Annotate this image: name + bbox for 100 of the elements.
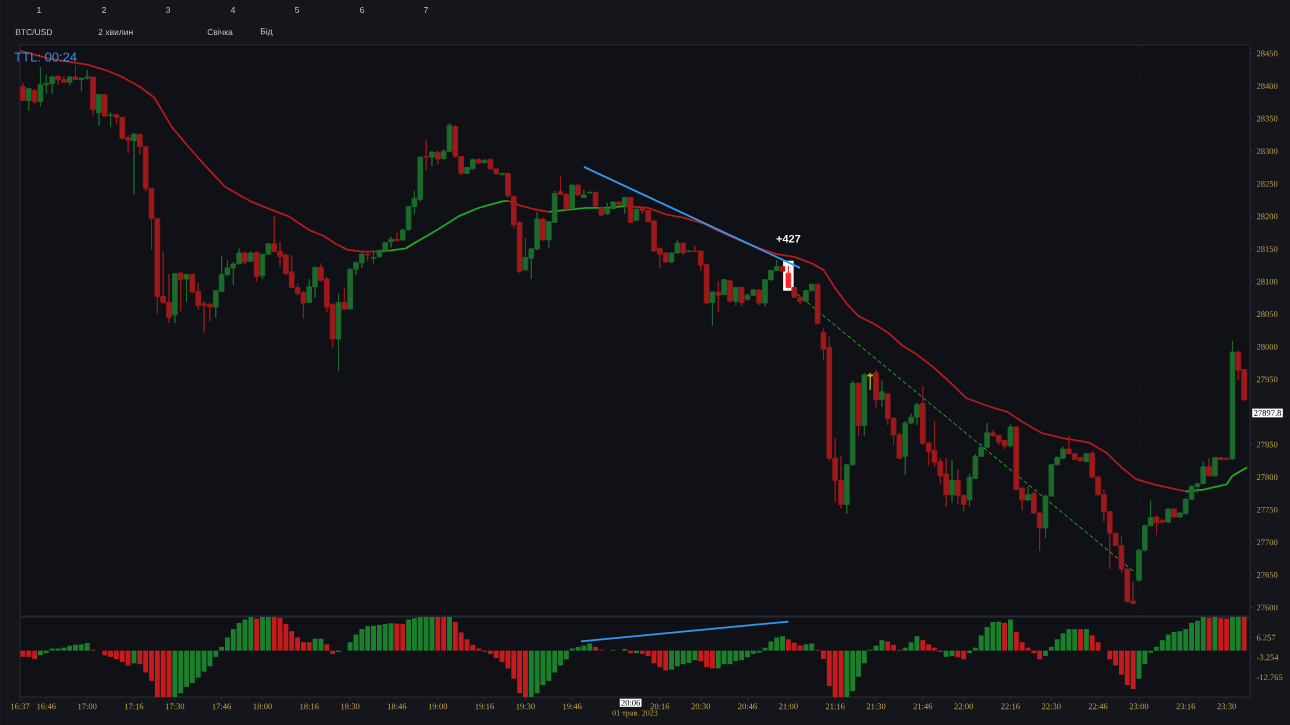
bar <box>254 618 260 651</box>
bar <box>1078 629 1083 651</box>
candlestick <box>429 150 435 167</box>
candlestick <box>248 251 254 263</box>
text: 6 <box>360 6 365 13</box>
x-tick-label: 20:30 <box>691 703 711 710</box>
candlestick <box>616 200 622 206</box>
y-tick-label: 6.257 <box>1256 634 1276 641</box>
candlestick <box>20 82 26 102</box>
x-tick-label: 22:46 <box>1088 703 1108 710</box>
y-tick-label: 28100 <box>1256 278 1278 285</box>
text: Бід <box>260 28 273 36</box>
candlestick <box>423 139 429 171</box>
y-tick-label: 28050 <box>1256 311 1278 318</box>
line-series <box>507 199 550 213</box>
candlestick <box>879 380 885 408</box>
candlestick <box>66 75 73 86</box>
candlestick <box>575 184 581 197</box>
candlestick <box>569 184 575 210</box>
candlestick <box>855 382 862 437</box>
x-tick-label: 21:00 <box>779 703 798 710</box>
annotation: TTL: 00:24 <box>14 52 77 62</box>
candlestick <box>540 217 546 241</box>
text: Свічка <box>207 28 233 36</box>
x-tick-label: 23:30 <box>1217 703 1236 710</box>
x-tick-label: 18:16 <box>300 703 319 710</box>
y-tick-label: 27800 <box>1256 474 1278 481</box>
candlestick <box>949 459 955 504</box>
y-tick-label: 28450 <box>1256 50 1278 57</box>
text: 2 хвилин <box>98 28 133 35</box>
candlestick <box>861 372 868 437</box>
x-tick-label: 17:30 <box>165 703 185 710</box>
y-tick-label: 27950 <box>1256 376 1278 383</box>
text: 7 <box>424 7 428 13</box>
candlestick <box>253 251 260 283</box>
candlestick <box>242 251 248 265</box>
candlestick <box>733 286 739 306</box>
candlestick <box>1025 485 1031 502</box>
x-tick-label: 16:46 <box>37 703 56 710</box>
text: 3 <box>165 6 171 13</box>
candlestick <box>727 279 733 303</box>
candlestick <box>72 65 79 80</box>
x-tick-label: 22:00 <box>954 703 974 710</box>
x-tick-label: 17:16 <box>125 703 144 710</box>
candlestick <box>586 191 593 195</box>
annotation: 20:06 <box>621 699 641 706</box>
candlestick <box>90 76 96 116</box>
line-series <box>1184 466 1248 493</box>
candlestick <box>581 189 587 199</box>
x-tick-label: 18:46 <box>387 703 407 710</box>
x-tick-label: 23:16 <box>1176 703 1196 710</box>
candlestick <box>172 272 178 324</box>
x-tick-label: 23:00 <box>1129 703 1149 710</box>
bar <box>1206 617 1212 651</box>
bar <box>447 616 452 651</box>
candlestick <box>686 249 692 253</box>
bar <box>1083 629 1089 651</box>
y-tick-label: 28200 <box>1256 213 1278 220</box>
chart-title: BTC/USD <box>15 28 53 36</box>
y-tick-label: 27650 <box>1256 572 1278 578</box>
candlestick <box>1206 457 1212 477</box>
y-tick-label: -3.254 <box>1256 654 1279 661</box>
candlestick <box>505 172 511 198</box>
candlestick <box>388 236 394 249</box>
candlestick <box>621 196 628 215</box>
candlestick <box>1229 340 1236 460</box>
annotation: +427 <box>776 234 801 243</box>
candlestick <box>709 290 716 327</box>
x-tick-label: 22:30 <box>1042 703 1061 710</box>
candlestick <box>1171 507 1177 519</box>
x-tick-label: 18:00 <box>253 703 272 710</box>
x-tick-label: 17:00 <box>78 703 97 710</box>
candlestick <box>435 150 441 165</box>
y-tick-label: 28350 <box>1256 115 1278 122</box>
x-tick-label: 16:37 <box>11 703 30 710</box>
candlestick <box>177 271 184 313</box>
candlestick <box>475 157 482 165</box>
y-tick-label: 28250 <box>1256 180 1278 187</box>
x-tick-label: 19:46 <box>563 703 582 710</box>
text: 01 трав. 2023 <box>612 710 658 718</box>
x-tick-label: 19:16 <box>475 703 494 710</box>
x-tick-label: 20:16 <box>650 703 670 710</box>
bar <box>1043 650 1048 657</box>
bar <box>1241 616 1247 651</box>
x-tick-label: 21:30 <box>866 703 886 710</box>
line-series <box>623 205 1187 493</box>
candlestick <box>96 93 102 127</box>
x-tick-label: 19:30 <box>516 703 535 710</box>
candlestick <box>814 283 821 326</box>
x-tick-label: 22:16 <box>1001 703 1020 710</box>
candlestick <box>364 251 371 262</box>
bar <box>1002 622 1008 651</box>
bar <box>1007 619 1013 651</box>
candlestick <box>1165 507 1171 524</box>
y-tick-label: 28400 <box>1256 83 1278 89</box>
candlestick <box>756 288 762 306</box>
y-tick-label: -12.765 <box>1256 674 1283 681</box>
candlestick <box>867 372 873 391</box>
candlestick <box>738 286 745 307</box>
candlestick <box>633 208 640 222</box>
